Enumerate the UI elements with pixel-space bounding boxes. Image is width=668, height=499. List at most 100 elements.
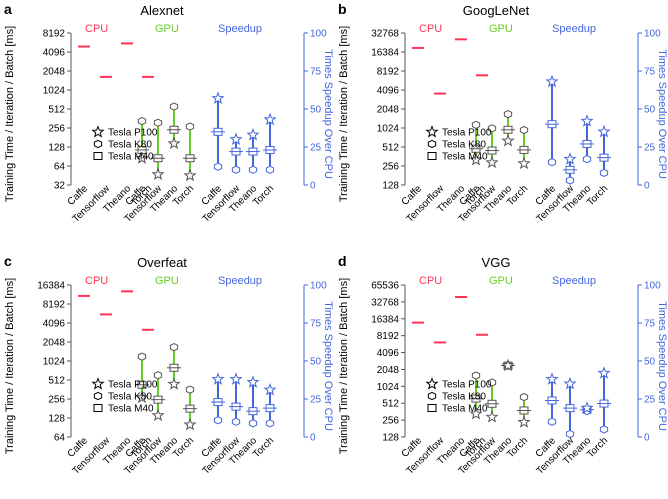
speedup-k80-mark — [265, 419, 275, 428]
right-tick-label: 75 — [310, 319, 322, 330]
legend-p100-icon — [425, 125, 439, 138]
speedup-k80-mark — [565, 429, 575, 439]
legend-label: Tesla K80 — [108, 392, 152, 403]
chart-title: Alexnet — [140, 3, 184, 18]
left-tick-label: 8192 — [43, 300, 66, 311]
ylabel-left: Training Time / Iteration / Batch [ms] — [338, 26, 350, 202]
right-tick-label: 100 — [644, 29, 661, 40]
left-tick-label: 128 — [382, 181, 399, 192]
left-tick-label: 128 — [48, 143, 65, 154]
speedup-p100-mark — [211, 372, 225, 385]
right-tick-label: 75 — [644, 319, 656, 330]
left-tick-label: 32768 — [371, 297, 399, 308]
speedup-k80-mark — [231, 165, 241, 174]
group-label-cpu: CPU — [419, 275, 442, 287]
legend-k80-icon — [427, 391, 437, 401]
group-label-cpu: CPU — [85, 275, 108, 287]
gpu-p100-mark — [517, 415, 531, 428]
group-label-cpu: CPU — [419, 23, 442, 35]
speedup-p100-mark — [246, 127, 260, 141]
gpu-p100-mark — [485, 155, 499, 169]
left-tick-label: 256 — [382, 416, 399, 427]
speedup-k80-mark — [213, 162, 223, 171]
gpu-k80-mark — [185, 122, 195, 131]
ylabel-left: Training Time / Iteration / Batch [ms] — [4, 278, 16, 454]
legend-label: Tesla M40 — [442, 404, 488, 415]
chart-title: GoogLeNet — [463, 3, 530, 18]
legend-label: Tesla P100 — [108, 380, 158, 391]
right-tick-label: 0 — [644, 433, 650, 444]
speedup-p100-mark — [597, 366, 611, 379]
left-tick-label: 64 — [54, 162, 66, 173]
speedup-k80-mark — [565, 176, 575, 185]
speedup-k80-mark — [599, 168, 609, 177]
speedup-k80-mark — [231, 417, 241, 426]
right-tick-label: 75 — [644, 67, 656, 78]
gpu-p100-mark — [151, 408, 165, 422]
speedup-k80-mark — [547, 158, 557, 167]
speedup-p100-mark — [211, 91, 225, 104]
gpu-p100-mark — [485, 410, 499, 423]
right-tick-label: 100 — [310, 29, 327, 40]
right-tick-label: 100 — [310, 281, 327, 292]
gpu-k80-mark — [487, 378, 497, 387]
left-tick-label: 32 — [54, 181, 66, 192]
gpu-k80-mark — [519, 392, 529, 402]
right-tick-label: 0 — [310, 181, 316, 192]
speedup-p100-mark — [597, 124, 611, 138]
legend-k80-icon — [427, 139, 437, 149]
legend-label: Tesla M40 — [442, 152, 488, 163]
gpu-k80-mark — [153, 118, 163, 127]
right-tick-label: 75 — [310, 67, 322, 78]
left-tick-label: 8192 — [377, 67, 400, 78]
left-tick-label: 16384 — [37, 281, 65, 292]
speedup-p100-mark — [580, 401, 594, 414]
left-tick-label: 2048 — [43, 67, 66, 78]
left-tick-label: 16384 — [371, 48, 399, 59]
legend-label: Tesla P100 — [108, 128, 158, 139]
gpu-k80-mark — [185, 385, 195, 394]
ylabel-right: Times Speedup Over CPU — [656, 301, 668, 431]
speedup-p100-mark — [263, 112, 277, 126]
legend-m40-icon — [427, 152, 437, 160]
gpu-k80-mark — [471, 120, 481, 129]
right-tick-label: 25 — [310, 143, 322, 154]
left-tick-label: 2048 — [377, 105, 400, 116]
gpu-k80-mark — [487, 124, 497, 133]
gpu-p100-mark — [183, 417, 197, 431]
group-label-gpu: GPU — [155, 23, 179, 35]
right-tick-label: 100 — [644, 281, 661, 292]
legend-label: Tesla M40 — [108, 152, 154, 163]
left-tick-label: 128 — [48, 414, 65, 425]
left-tick-label: 4096 — [377, 86, 400, 97]
legend-label: Tesla M40 — [108, 404, 154, 415]
group-label-cpu: CPU — [85, 23, 108, 35]
left-tick-label: 4096 — [377, 348, 400, 359]
right-tick-label: 25 — [310, 395, 322, 406]
ylabel-left: Training Time / Iteration / Batch [ms] — [338, 278, 350, 454]
gpu-k80-mark — [137, 116, 147, 126]
left-tick-label: 1024 — [377, 124, 400, 135]
gpu-p100-mark — [135, 390, 149, 404]
left-tick-label: 256 — [48, 124, 65, 135]
gpu-k80-mark — [169, 102, 179, 111]
speedup-p100-mark — [263, 382, 277, 396]
gpu-k80-mark — [519, 125, 529, 135]
speedup-k80-mark — [599, 425, 609, 434]
left-tick-label: 64 — [54, 433, 66, 444]
gpu-p100-mark — [151, 167, 165, 181]
speedup-p100-mark — [246, 375, 260, 388]
ylabel-right: Times Speedup Over CPU — [322, 49, 334, 179]
left-tick-label: 512 — [382, 399, 399, 410]
speedup-k80-mark — [265, 165, 275, 174]
panel-letter: b — [338, 1, 347, 17]
right-tick-label: 50 — [644, 105, 656, 116]
right-tick-label: 50 — [310, 357, 322, 368]
group-label-speedup: Speedup — [552, 275, 596, 287]
panel-letter: c — [4, 253, 12, 269]
left-tick-label: 8192 — [43, 29, 66, 40]
gpu-p100-mark — [469, 406, 483, 420]
ylabel-left: Training Time / Iteration / Batch [ms] — [4, 26, 16, 202]
panel-letter: a — [4, 1, 12, 17]
